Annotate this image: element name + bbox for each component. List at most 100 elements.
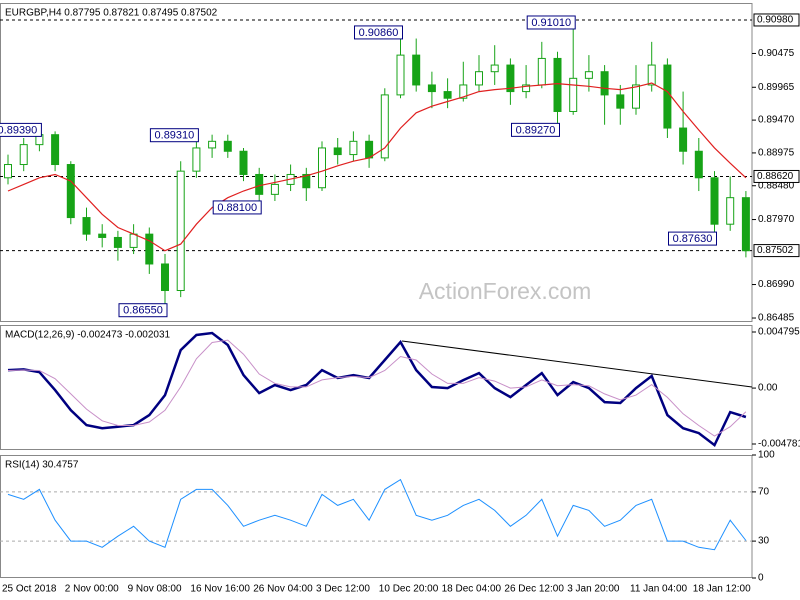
moving-average [7,82,747,252]
y-tick-label: 0 [758,573,764,584]
annotation-box [0,122,42,137]
candle-body [192,147,201,172]
x-tick-label: 10 Dec 20:00 [379,584,439,595]
panel-title: EURGBP,H4 0.87795 0.87821 0.87495 0.8750… [5,8,218,19]
candle-body [710,177,719,225]
candle-body [475,71,483,86]
candle-body [208,140,217,149]
candle-body [741,197,750,252]
y-tick-label: 30 [758,536,770,547]
x-tick-label: 25 Oct 2018 [2,584,57,595]
annotation-box [118,303,168,318]
x-tick-label: 9 Nov 08:00 [128,584,182,595]
candle-body [726,197,735,225]
y-tick-label: 70 [758,487,770,498]
candle-body [647,64,656,86]
level-label-box [753,169,800,183]
candle-body [537,57,546,86]
y-tick-label: 0.86990 [758,279,795,290]
candle-body [19,144,28,166]
y-tick-label: 100 [758,450,775,461]
candle-body [663,64,672,129]
candle-body [113,236,122,248]
level-label: 0.90980 [757,15,794,26]
candle-body [239,150,248,175]
candle-body [380,94,389,159]
candle-body [129,233,138,248]
x-tick-label: 3 Dec 12:00 [316,584,370,595]
y-tick-label: -0.004781 [758,439,800,450]
candle-body [302,173,311,189]
candle-body [51,134,60,166]
candle-body [553,57,562,112]
level-label: 0.87502 [757,245,794,256]
x-tick-label: 11 Jan 04:00 [630,584,688,595]
indicator-line [7,478,747,551]
x-tick-label: 26 Nov 04:00 [253,584,313,595]
annotation-label: 0.90860 [359,27,399,39]
annotation-box [149,128,199,143]
annotation-label: 0.89270 [516,124,556,136]
candle-body [318,147,326,189]
trend-line [401,340,753,388]
candle-body [82,217,91,235]
watermark: ActionForex.com [419,278,592,304]
y-tick-label: 0.86485 [758,313,795,324]
annotation-box [668,231,717,246]
candle-body [161,263,169,292]
candle-body [694,150,703,179]
y-tick-label: 0.004795 [758,327,800,338]
candle-body [4,164,12,179]
candle-body [349,140,358,156]
rsi-panel-frame [0,455,753,578]
x-tick-label: 16 Nov 16:00 [190,584,250,595]
annotation-label: 0.91010 [531,17,571,29]
annotation-label: 0.86550 [123,305,163,317]
annotation-box [212,200,262,215]
candle-body [270,183,279,195]
level-label-box [753,13,800,27]
candle-body [569,77,578,112]
price-panel-frame [0,3,753,322]
candle-body [522,84,531,93]
candle-body [365,140,374,159]
y-tick-label: 0.00 [758,383,778,394]
candle-body [98,233,107,238]
macd-panel-frame [0,325,753,450]
x-tick-label: 2 Nov 00:00 [65,584,119,595]
level-label: 0.88620 [757,171,794,182]
candle-body [255,173,264,195]
x-tick-label: 26 Dec 12:00 [504,584,564,595]
annotation-box [354,25,403,40]
y-tick-label: 0.88975 [758,148,795,159]
candle-body [600,71,609,96]
annotation-label: 0.89390 [0,124,37,136]
candle-body [490,64,499,73]
candle-body [145,233,154,265]
x-tick-label: 3 Jan 20:00 [567,584,620,595]
annotation-label: 0.89310 [155,130,195,142]
y-tick-label: 0.89965 [758,82,795,93]
candle-body [632,84,640,109]
candle-body [679,127,688,152]
y-tick-label: 0.90475 [758,48,795,59]
candle-body [66,164,75,219]
panel-title: RSI(14) 30.4757 [5,460,79,471]
annotation-box [511,122,560,137]
candle-body [584,71,593,79]
panel-title: MACD(12,26,9) -0.002473 -0.002031 [5,330,171,341]
candle-body [333,147,342,156]
annotation-box [526,15,576,30]
annotation-label: 0.87630 [673,233,713,245]
candle-body [459,84,468,99]
candle-body [396,54,405,96]
y-tick-label: 0.89470 [758,115,795,126]
indicator-line [7,339,747,437]
candle-body [176,170,185,292]
annotation-label: 0.88100 [217,202,257,214]
candle-body [427,84,436,93]
x-tick-label: 18 Dec 04:00 [442,584,502,595]
candle-body [506,64,515,93]
